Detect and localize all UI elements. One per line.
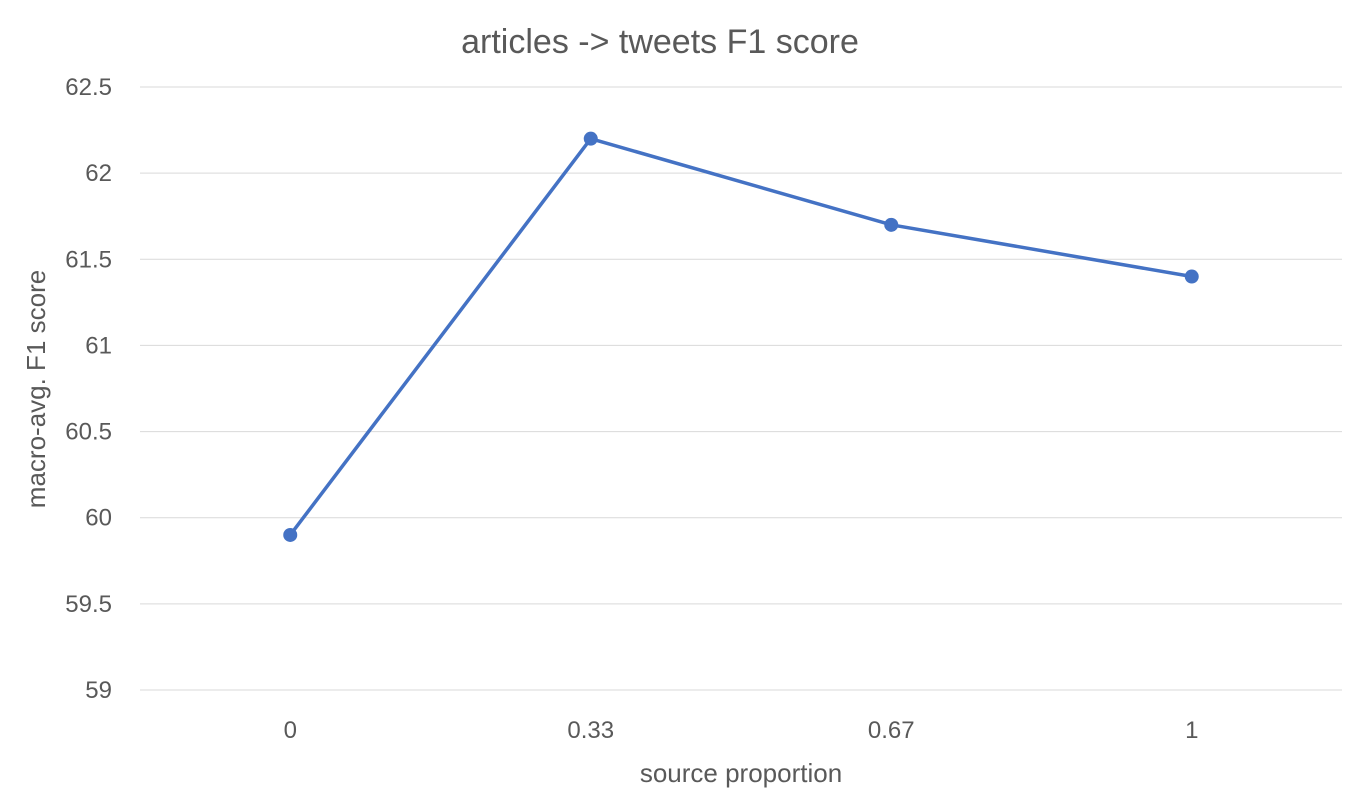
chart-title: articles -> tweets F1 score: [461, 23, 859, 61]
y-tick-label: 60.5: [65, 419, 112, 446]
y-tick-label: 62.5: [65, 74, 112, 101]
gridlines: [140, 86, 1342, 691]
data-point: [1184, 269, 1199, 284]
series-line: [288, 136, 1194, 537]
y-tick-label: 62: [85, 160, 112, 187]
y-tick-label: 59: [85, 677, 112, 704]
y-axis-tick-labels: 59 59.5 60 60.5 61 61.5 62 62.5: [65, 74, 112, 704]
y-tick-label: 59.5: [65, 591, 112, 618]
y-tick-label: 60: [85, 505, 112, 532]
x-tick-label: 0: [284, 717, 297, 744]
x-tick-label: 0.67: [868, 717, 915, 744]
data-point: [583, 131, 598, 146]
x-axis-tick-labels: 0 0.33 0.67 1: [284, 717, 1199, 744]
y-tick-label: 61: [85, 332, 112, 359]
series-layer: [283, 131, 1199, 542]
x-tick-label: 0.33: [567, 717, 614, 744]
y-axis-label: macro-avg. F1 score: [21, 270, 51, 508]
x-tick-label: 1: [1185, 717, 1198, 744]
data-point: [884, 217, 899, 232]
y-tick-label: 61.5: [65, 246, 112, 273]
data-point: [283, 527, 298, 542]
x-axis-label: source proportion: [640, 758, 842, 788]
